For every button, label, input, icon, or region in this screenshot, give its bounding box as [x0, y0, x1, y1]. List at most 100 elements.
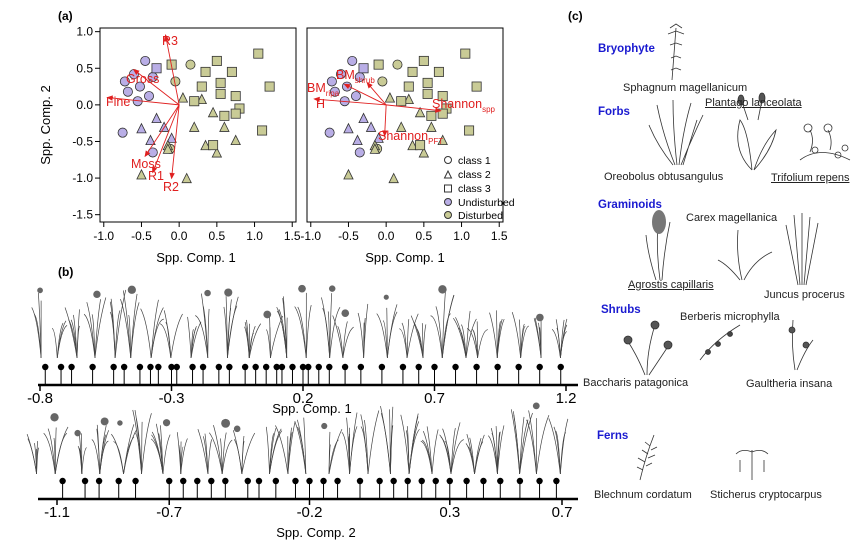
plant-stem: [155, 423, 164, 475]
y-axis-label: Spp. Comp. 2: [38, 85, 53, 165]
scatter-point: [257, 125, 268, 136]
plant-stem: [151, 434, 164, 475]
axis-tick-label: -0.8: [27, 390, 53, 407]
scatter-point: [352, 134, 363, 146]
vector-arrowhead: [435, 107, 442, 113]
vector-arrowhead: [132, 68, 140, 75]
plant-stem: [442, 428, 452, 475]
plant-silhouette: [453, 310, 477, 359]
plant-stem: [64, 307, 78, 359]
plant-silhouette: [132, 409, 152, 475]
vector-arrowhead: [366, 81, 373, 89]
plant-stem: [559, 418, 569, 475]
x-axis-label-left: Spp. Comp. 1: [156, 250, 236, 265]
axis-tick-label: -0.3: [159, 390, 185, 407]
vector-label-r2: R2: [163, 180, 179, 194]
plant-stem: [265, 329, 271, 359]
species-marker: [189, 363, 196, 371]
vector-arrow: [165, 35, 180, 105]
plant-silhouette: [159, 310, 183, 359]
plant-stem: [27, 438, 37, 475]
species-marker: [299, 363, 307, 371]
scatter-point: [377, 76, 388, 87]
plant-stem: [489, 312, 498, 359]
plant-head: [37, 287, 43, 294]
species-marker: [136, 363, 144, 371]
scatter-point: [369, 143, 381, 154]
scatter-point: [426, 121, 437, 132]
plant-silhouette: [275, 421, 296, 475]
plant-stem: [232, 430, 243, 475]
vector-arrow: [344, 83, 387, 106]
species-marker: [452, 363, 459, 371]
scatter-point: [145, 134, 156, 146]
vector-arrowhead: [169, 172, 175, 180]
plant-silhouette: [26, 433, 40, 475]
plant-stem: [141, 421, 143, 475]
species-lollipops-2: [59, 477, 560, 499]
plant-silhouette: [466, 321, 488, 359]
scatter-point: [226, 66, 237, 77]
plant-stem: [248, 323, 262, 359]
vector-label-bm-ripa: BMripa: [307, 81, 340, 98]
scatter-point: [464, 125, 475, 136]
vector-arrowhead: [106, 95, 113, 101]
plant-stem: [510, 409, 520, 475]
plant-stem: [99, 434, 107, 475]
plant-stem: [387, 311, 398, 359]
plant-stem: [227, 305, 238, 359]
legend-marker-undisturbed: [444, 198, 452, 206]
scatter-point: [403, 93, 415, 105]
plant-stem: [150, 299, 159, 359]
scatter-point: [350, 91, 361, 102]
species-marker: [356, 477, 364, 485]
panel-a-label: (a): [58, 9, 73, 23]
species-marker: [226, 363, 233, 371]
plant-silhouette: [140, 299, 164, 359]
scatter-point: [415, 140, 426, 151]
species-marker: [515, 363, 522, 371]
species-marker: [305, 363, 312, 371]
axis-tick-label: 0.7: [424, 390, 445, 407]
plant-stem: [328, 428, 343, 475]
species-marker: [255, 477, 263, 485]
gaultheria-illustration: [788, 319, 814, 371]
plant-stem: [349, 426, 358, 475]
species-axis-2-label: Spp. Comp. 2: [276, 525, 356, 540]
vector-arrowhead: [343, 83, 351, 90]
species-marker: [208, 477, 215, 485]
plant-stem: [83, 313, 96, 359]
legend-marker-class3: [444, 184, 452, 193]
plant-stem: [321, 297, 331, 359]
plant-stem: [441, 294, 455, 359]
plant-stem: [497, 431, 501, 475]
scatter-point: [433, 66, 444, 77]
plant-silhouette: [232, 425, 256, 475]
plant-stem: [132, 409, 142, 475]
plant-head: [50, 413, 59, 422]
plant-stem: [96, 428, 101, 475]
scatter-point: [392, 59, 403, 70]
vector-arrowhead: [382, 130, 388, 137]
species-marker: [194, 477, 201, 485]
scatter-point: [422, 77, 433, 88]
plant-stem: [195, 315, 209, 359]
plant-stem: [380, 413, 391, 475]
plant-head: [263, 310, 272, 319]
scatter-point: [140, 55, 151, 66]
plant-stem: [329, 306, 341, 359]
plant-stem: [474, 434, 485, 475]
plant-stem: [435, 306, 443, 359]
plant-illustrations-row1: [31, 284, 568, 359]
plant-silhouette: [43, 413, 69, 475]
plant-head: [100, 417, 109, 426]
panel-b-label: (b): [58, 265, 73, 279]
plant-silhouette: [244, 319, 262, 359]
species-marker: [463, 477, 470, 485]
plant-silhouette: [83, 290, 107, 359]
plant-stem: [56, 320, 67, 359]
vector-label-fine: Fine: [106, 95, 130, 109]
species-marker: [446, 477, 453, 485]
plant-silhouette: [294, 417, 307, 475]
